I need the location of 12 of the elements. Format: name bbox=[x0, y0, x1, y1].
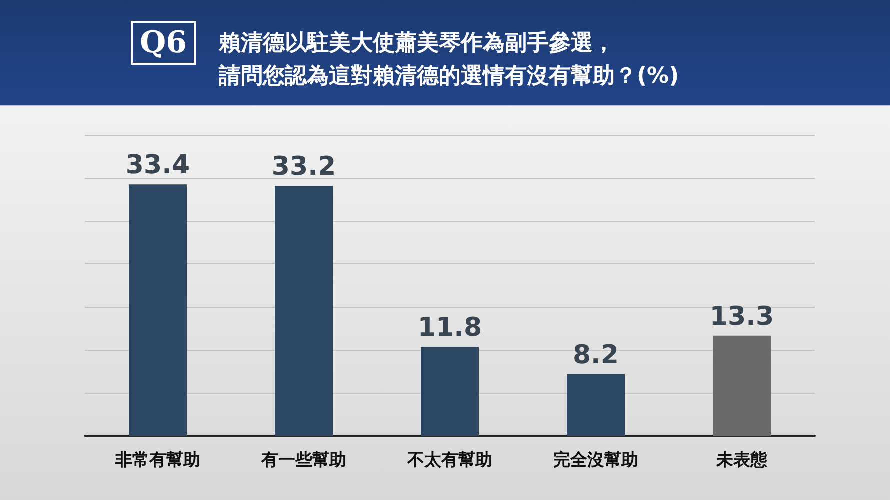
data-label: 8.2 bbox=[572, 340, 620, 370]
x-tick-label: 非常有幫助 bbox=[114, 450, 200, 470]
data-label: 13.3 bbox=[710, 302, 774, 332]
x-tick-label: 未表態 bbox=[716, 450, 768, 470]
data-label: 33.4 bbox=[126, 150, 190, 181]
x-tick-label: 不太有幫助 bbox=[406, 450, 492, 470]
data-label: 33.2 bbox=[272, 152, 336, 182]
x-tick-label: 完全沒幫助 bbox=[554, 450, 638, 470]
chart-title: 賴清德以駐美大使蕭美琴作為副手參選，請問您認為這對賴清德的選情有沒有幫助？(%) bbox=[218, 30, 680, 89]
data-label: 11.8 bbox=[418, 313, 482, 344]
x-tick-label: 有一些幫助 bbox=[260, 450, 346, 470]
text: Q6 bbox=[140, 26, 188, 60]
